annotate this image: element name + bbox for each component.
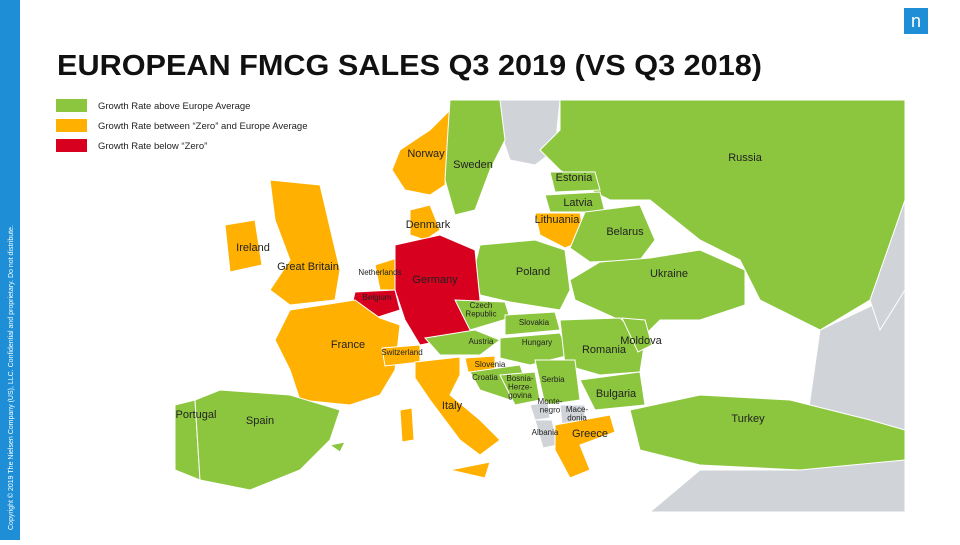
country-shape [504,311,561,336]
country-label: Ukraine [650,268,688,280]
country-shape [499,371,541,406]
country-label: Switzerland [381,348,422,357]
country-shape [328,441,346,453]
country-shape [269,179,341,306]
country-label: Moldova [620,335,662,347]
country-label: Lithuania [535,214,581,226]
legend-swatch [56,99,87,112]
country-label: Greece [572,428,608,440]
country-shape [274,299,401,406]
map: Norway Sweden Russia Estonia Latvia Lithuania… [174,99,906,513]
country-shape [629,394,906,471]
country-label: Bosnia-Herze-govina [506,374,533,400]
country-label: Spain [246,415,274,427]
country-shape [539,99,906,331]
legend-label: Growth Rate above Europe Average [98,101,250,112]
country-label: Serbia [541,375,565,384]
legend-swatch [56,139,87,152]
country-shape [549,171,601,193]
country-shape [194,389,341,491]
country-label: Belgium [363,293,392,302]
country-label: Estonia [556,172,594,184]
country-label: Albania [532,428,559,437]
country-label: Hungary [522,338,552,347]
country-shape [414,356,501,456]
country-label: Russia [728,152,763,164]
country-label: Slovakia [519,318,550,327]
side-stripe [0,0,20,540]
country-label: Monte-negro [538,397,563,414]
country-label: Denmark [406,219,451,231]
country-label: Latvia [563,197,593,209]
legend-swatch [56,119,87,132]
country-shape [621,317,653,353]
country-label: Turkey [731,413,765,425]
legend: Growth Rate above Europe Average Growth R… [56,99,307,152]
country-label: Sweden [453,159,493,171]
country-label: Czech Republic [465,301,496,318]
country-label: Slovenia [475,360,506,369]
country-label: Belarus [606,226,644,238]
country-shape [424,329,502,356]
copyright: Copyright © 2019 The Nielsen Company (US… [7,225,15,530]
country-label: France [331,339,365,351]
country-shape [224,219,263,273]
country-label: Germany [412,274,458,286]
logo-letter: n [911,11,921,31]
country-shape [569,249,746,336]
country-shape [579,371,646,411]
country-label: Norway [407,148,445,160]
country-label: Croatia [472,373,498,382]
country-label: Bulgaria [596,388,637,400]
country-shape [444,99,506,216]
country-shape [534,359,581,406]
country-label: Mace-donia [566,405,589,422]
country-label: Portugal [176,409,217,421]
legend-label: Growth Rate between “Zero” and Europe Av… [98,121,307,132]
title: EUROPEAN FMCG SALES Q3 2019 (VS Q3 2018) [57,50,762,82]
legend-label: Growth Rate below “Zero” [98,141,207,152]
country-shape [449,461,491,479]
country-label: Poland [516,266,550,278]
country-shape [409,204,441,241]
country-label: Netherlands [358,268,401,277]
logo [904,8,928,34]
country-label: Romania [582,344,627,356]
country-label: Ireland [236,242,270,254]
country-shape [529,401,551,421]
country-shape [554,414,616,479]
country-shape [399,407,415,443]
country-label: Great Britain [277,261,339,273]
country-label: Italy [442,400,463,412]
country-label: Austria [469,337,494,346]
country-shape [391,108,451,196]
